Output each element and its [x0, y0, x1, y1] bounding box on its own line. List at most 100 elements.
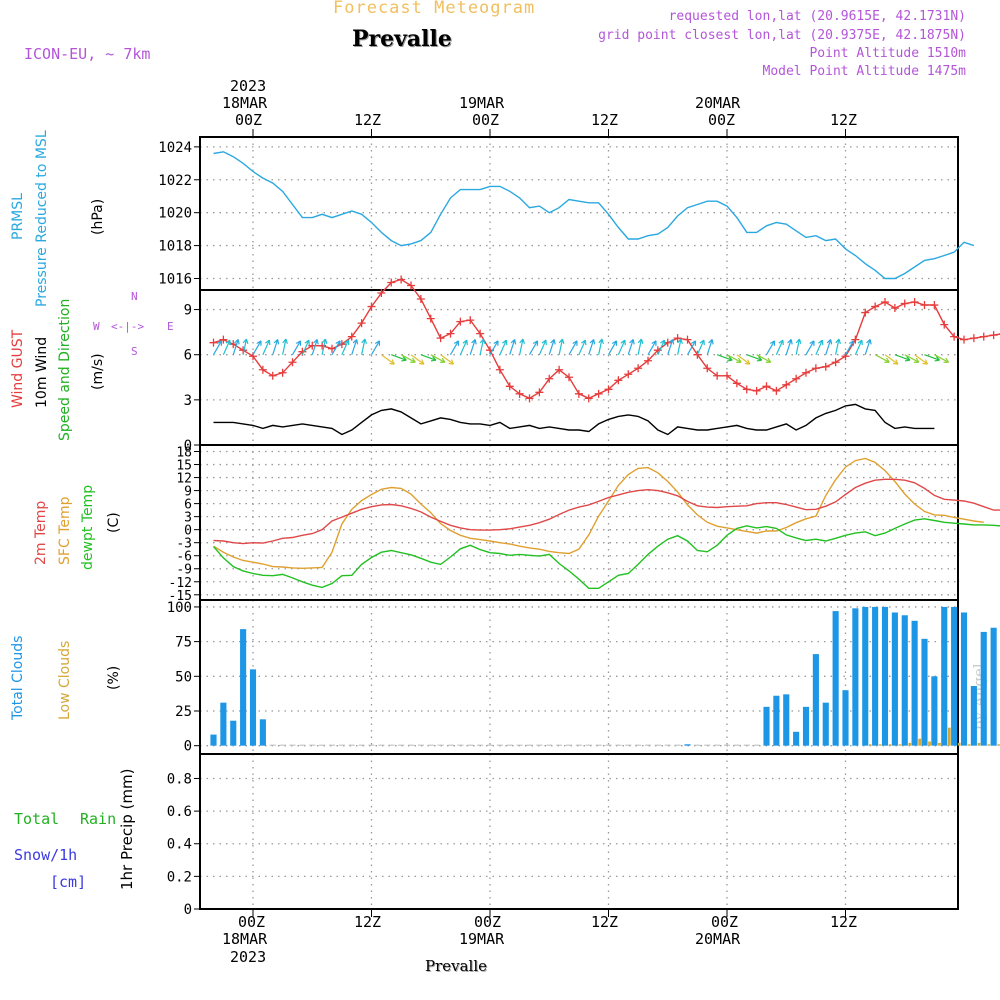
chart-title: Forecast Meteogram — [333, 0, 536, 18]
gust-marker — [900, 299, 909, 308]
total-cloud-bar — [546, 744, 553, 746]
y-tick-label: -9 — [176, 563, 192, 578]
wind-direction-arrowhead — [256, 340, 262, 346]
gust-line — [213, 278, 1000, 400]
wind-direction-arrow — [607, 340, 618, 356]
total-cloud-bar — [654, 744, 661, 746]
total-cloud-bar — [388, 744, 395, 746]
panel-frame — [199, 753, 959, 910]
y-tick-label: 50 — [175, 669, 192, 685]
gust-marker — [802, 368, 810, 377]
total-cloud-bar — [536, 744, 543, 746]
top-time-label: 12Z — [830, 111, 858, 129]
wind-direction-arrow — [391, 354, 407, 361]
wind-direction-arrowhead — [401, 356, 407, 362]
total-cloud-bar — [407, 744, 415, 746]
wind-direction-arrow — [558, 338, 564, 355]
wind-direction-arrowhead — [795, 338, 802, 345]
gust-marker — [940, 320, 949, 329]
total-cloud-bar — [575, 744, 582, 746]
wind-direction-arrow — [835, 338, 840, 355]
gust-marker — [624, 370, 633, 379]
total-cloud-bar — [556, 744, 563, 746]
wind-direction-arrowhead — [225, 339, 231, 346]
bottom-date-label: 20MAR — [695, 930, 741, 948]
precipitation-panel: 0 0.2 0.4 0.6 0.8 — [167, 753, 959, 918]
wind-direction-arrowhead — [629, 339, 635, 345]
wind-direction-arrow — [222, 339, 231, 355]
total-cloud-bar — [240, 629, 247, 746]
wind-direction-arrowhead — [744, 359, 751, 365]
bottom-time-label: 00Z — [238, 913, 266, 931]
wind-direction-arrowhead — [943, 357, 950, 363]
gust-marker — [594, 389, 603, 398]
wind-direction-arrowhead — [462, 339, 468, 346]
wind-direction-arrowhead — [818, 339, 824, 346]
total-cloud-bar — [862, 606, 869, 746]
wind-direction-arrowhead — [295, 340, 302, 346]
wind-direction-arrowhead — [532, 340, 539, 346]
y-tick-label: 6 — [184, 498, 192, 513]
model-altitude: Model Point Altitude 1475m — [762, 64, 967, 79]
low-cloud-bar — [888, 744, 892, 746]
top-date-label: 18MAR — [222, 94, 268, 112]
gust-marker — [219, 335, 228, 344]
panel-frame — [199, 136, 959, 291]
requested-coordinates: requested lon,lat (20.9615E, 42.1731N) — [668, 9, 966, 24]
wind-direction-arrowhead — [809, 340, 815, 346]
wind-direction-arrow — [509, 339, 516, 355]
wind-direction-arrow — [351, 339, 358, 355]
gust-marker — [673, 334, 682, 343]
total-cloud-bar — [852, 608, 859, 746]
wind-direction-arrow — [884, 354, 899, 365]
wind-direction-arrow — [914, 354, 928, 365]
y-tick-label: 75 — [175, 635, 192, 651]
wind-direction-arrow — [775, 339, 784, 355]
wind-direction-arrow — [370, 340, 381, 356]
bottom-time-label: 00Z — [711, 913, 739, 931]
total-cloud-bar — [990, 627, 997, 746]
total-cloud-bar — [319, 744, 326, 746]
precip-cm-label: [cm] — [50, 873, 87, 891]
wind-direction-arrowhead — [611, 340, 618, 346]
total-cloud-bar — [506, 744, 513, 746]
model-label: ICON-EU, ~ 7km — [24, 45, 151, 63]
gust-marker — [288, 358, 297, 367]
wind-direction-arrow — [637, 338, 643, 355]
total-cloud-bar — [585, 744, 592, 746]
gust-marker — [515, 389, 524, 398]
low-cloud-bar — [868, 744, 872, 746]
top-date-label: 20MAR — [695, 94, 741, 112]
gust-marker — [713, 371, 722, 380]
wind-direction-arrow — [874, 354, 890, 363]
wind-direction-arrowhead — [389, 359, 395, 365]
gust-marker — [989, 331, 998, 340]
bottom-time-label: 12Z — [830, 913, 858, 931]
wind-direction-arrowhead — [668, 339, 675, 345]
total-cloud-bar — [348, 744, 355, 746]
wind-direction-arrowhead — [265, 339, 271, 346]
total-cloud-bar — [427, 744, 434, 746]
wind-direction-arrow — [262, 339, 270, 355]
total-cloud-bar — [259, 719, 266, 746]
wind-direction-arrow — [894, 354, 911, 361]
wind-direction-arrowhead — [778, 339, 784, 346]
y-tick-label: 0 — [184, 739, 192, 755]
total-cloud-bar — [220, 702, 227, 746]
wind-direction-arrow — [805, 340, 815, 356]
wind-direction-arrow — [410, 354, 425, 365]
gust-marker — [831, 358, 840, 367]
wind-direction-arrowhead — [510, 339, 517, 345]
wind-direction-arrow — [825, 339, 832, 355]
gust-marker — [634, 364, 643, 373]
wind-direction-arrowhead — [352, 339, 359, 345]
total-cloud-bar — [279, 744, 286, 746]
total-cloud-bar — [437, 744, 444, 746]
total-cloud-bar — [921, 638, 928, 746]
gust-marker — [752, 386, 761, 395]
top-time-label: 00Z — [235, 111, 263, 129]
wind-direction-arrowhead — [866, 339, 872, 345]
wind-direction-arrow — [815, 339, 823, 355]
total-cloud-bar — [309, 744, 316, 746]
